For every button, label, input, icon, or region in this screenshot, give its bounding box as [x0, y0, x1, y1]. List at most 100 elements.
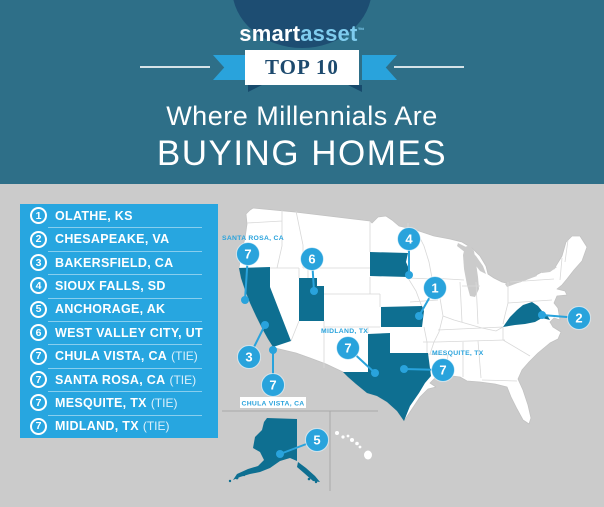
dot-bakersfield: [261, 321, 269, 329]
rank-number-badge: 7: [30, 394, 47, 412]
rank-row-midland: 7 MIDLAND, TX (TIE): [20, 414, 218, 438]
title-line1: Where Millennials Are: [166, 101, 438, 131]
rank-label: SANTA ROSA, CA: [55, 372, 166, 387]
hawaii-island: [350, 438, 354, 442]
dot-anchorage: [276, 450, 284, 458]
marker-circle: [423, 276, 447, 300]
marker-number: 1: [431, 281, 438, 296]
great-lakes: [457, 243, 557, 297]
logo-asset: asset: [300, 21, 358, 46]
alaska-island: [307, 477, 311, 481]
state-virginia: [503, 302, 550, 327]
dot-midland: [371, 369, 379, 377]
top10-ribbon: TOP 10: [245, 50, 359, 85]
label-mesquite: MESQUITE, TX: [432, 350, 484, 357]
aleutian-island: [242, 473, 246, 477]
lake-ontario: [540, 266, 557, 273]
hawaii-islands: [335, 431, 372, 460]
rank-label: CHULA VISTA, CA: [55, 349, 168, 364]
rank-row-chula-vista: 7 CHULA VISTA, CA (TIE): [20, 344, 218, 367]
aleutian-island: [228, 479, 232, 483]
marker-west-valley-city: 6: [300, 247, 324, 271]
rank-tie: (TIE): [169, 372, 197, 387]
marker-chesapeake: 2: [567, 306, 591, 330]
marker-circle: [336, 336, 360, 360]
marker-chula-vista: 7: [261, 373, 285, 397]
marker-circle: [431, 358, 455, 382]
rank-number-badge: 7: [30, 347, 47, 365]
ribbon-line-right: [394, 66, 464, 68]
aleutian-island: [235, 476, 239, 480]
rank-number-badge: 7: [30, 371, 47, 389]
ribbon-wing-right: [362, 55, 397, 80]
dot-olathe: [415, 312, 423, 320]
rank-label: BAKERSFIELD, CA: [55, 255, 174, 270]
hawaii-island: [335, 431, 339, 435]
ranking-panel: 1 OLATHE, KS 2 CHESAPEAKE, VA 3 BAKERSFI…: [20, 204, 218, 438]
rank-label: MESQUITE, TX: [55, 395, 147, 410]
alaska-island: [314, 480, 318, 484]
marker-circle: [261, 373, 285, 397]
rank-row-bakersfield: 3 BAKERSFIELD, CA: [20, 250, 218, 274]
marker-number: 5: [313, 433, 320, 448]
rank-number-badge: 5: [30, 300, 47, 318]
label-chip-chula-vista: [240, 397, 306, 408]
rank-number-badge: 2: [30, 230, 47, 248]
rank-label: CHESAPEAKE, VA: [55, 232, 170, 247]
rank-row-santa-rosa: 7 SANTA ROSA, CA (TIE): [20, 367, 218, 391]
state-utah: [299, 278, 324, 321]
label-chula-vista: CHULA VISTA, CA: [241, 401, 304, 408]
rank-label: MIDLAND, TX: [55, 419, 139, 434]
inset-borders: [222, 410, 378, 491]
marker-circle: [300, 247, 324, 271]
marker-circle: [567, 306, 591, 330]
marker-number: 6: [308, 252, 315, 267]
map-markers: 7 6 4 1 2 3 7 7: [236, 227, 591, 452]
rank-number-badge: 1: [30, 207, 47, 225]
marker-anchorage: 5: [305, 428, 329, 452]
rank-label: ANCHORAGE, AK: [55, 302, 166, 317]
state-borders: [239, 210, 569, 382]
state-texas: [343, 333, 431, 421]
rank-row-anchorage: 5 ANCHORAGE, AK: [20, 297, 218, 321]
rank-row-chesapeake: 2 CHESAPEAKE, VA: [20, 227, 218, 250]
marker-circle: [237, 345, 261, 369]
state-kansas: [381, 306, 424, 327]
marker-number: 7: [344, 341, 351, 356]
rank-row-mesquite: 7 MESQUITE, TX (TIE): [20, 391, 218, 414]
rank-label: SIOUX FALLS, SD: [55, 278, 166, 293]
label-santa-rosa: SANTA ROSA, CA: [222, 235, 284, 242]
dot-west-valley-city: [310, 287, 318, 295]
highlighted-states: [239, 252, 550, 421]
rank-tie: (TIE): [150, 395, 178, 410]
ribbon-fold-left: [248, 85, 262, 92]
rank-tie: (TIE): [142, 419, 170, 434]
hawaii-island: [341, 435, 345, 439]
marker-bakersfield: 3: [237, 345, 261, 369]
title-line2: BUYING HOMES: [156, 134, 448, 173]
marker-santa-rosa: 7: [236, 242, 260, 266]
rank-number-badge: 4: [30, 277, 47, 295]
dot-santa-rosa: [241, 296, 249, 304]
marker-number: 3: [245, 350, 252, 365]
alaska-mainland: [233, 418, 297, 480]
rank-number-badge: 3: [30, 254, 47, 272]
lake-erie: [505, 272, 537, 287]
dot-chesapeake: [538, 311, 546, 319]
lake-huron: [457, 243, 486, 274]
alaska-panhandle: [297, 462, 320, 482]
logo-trademark: ™: [357, 27, 365, 35]
us-map: SANTA ROSA, CA MIDLAND, TX MESQUITE, TX …: [222, 207, 591, 491]
marker-circle: [397, 227, 421, 251]
marker-number: 2: [575, 311, 582, 326]
marker-circle: [305, 428, 329, 452]
hawaii-island: [355, 441, 359, 446]
marker-midland: 7: [336, 336, 360, 360]
marker-circle: [236, 242, 260, 266]
ribbon-fold-right: [348, 85, 362, 92]
marker-number: 4: [405, 232, 413, 247]
state-alaska: [228, 418, 320, 484]
marker-number: 7: [244, 247, 251, 262]
rank-row-west-valley-city: 6 WEST VALLEY CITY, UT: [20, 321, 218, 344]
dot-mesquite: [400, 365, 408, 373]
